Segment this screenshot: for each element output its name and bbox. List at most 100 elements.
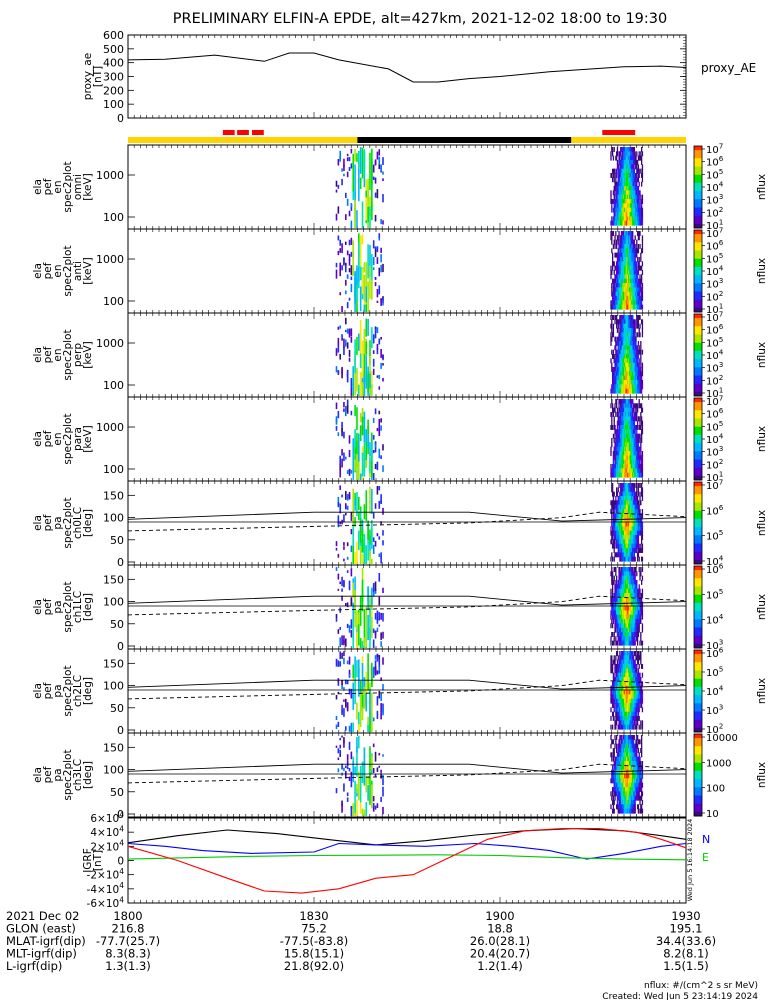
spec-pixel <box>628 433 630 439</box>
spec-pixel <box>627 181 629 187</box>
spec-pixel <box>626 513 628 519</box>
spec-pixel <box>618 203 620 209</box>
colorbar-cell <box>694 252 702 256</box>
spec-pixel <box>616 194 618 200</box>
colorbar-cell <box>694 283 702 286</box>
colorbar-cell <box>694 410 702 413</box>
spec-pixel <box>627 319 629 325</box>
spec-pixel <box>620 345 623 351</box>
spec-pixel <box>610 425 612 430</box>
spec-pixel <box>628 425 630 430</box>
spec-pixel <box>339 353 342 360</box>
spec-pixel <box>624 203 627 209</box>
spec-pixel <box>374 540 377 547</box>
spec-pixel <box>636 287 638 293</box>
spec-pixel <box>636 270 639 275</box>
spec-pixel <box>627 384 629 390</box>
spec-pixel <box>613 199 615 204</box>
spec-pixel <box>622 407 624 413</box>
spec-pixel <box>627 464 629 469</box>
spec-pixel <box>628 319 630 325</box>
spec-pixel <box>629 336 632 342</box>
spec-pixel <box>631 354 633 359</box>
spec-pixel <box>614 425 616 430</box>
colorbar-cell <box>694 404 702 407</box>
spec-pixel <box>636 375 639 381</box>
spec-pixel <box>636 186 639 191</box>
spec-pixel <box>632 323 634 329</box>
spec-pixel <box>618 252 620 258</box>
spec-pixel <box>640 375 643 381</box>
spec-pixel <box>620 464 622 469</box>
spec-pixel <box>626 504 628 510</box>
spec-pixel <box>614 407 616 413</box>
spec-pixel <box>616 212 619 217</box>
spec-pixel <box>631 526 633 532</box>
spec-pixel <box>628 388 631 394</box>
spec-pixel <box>624 375 627 381</box>
spec-pixel <box>619 412 621 417</box>
spec-pixel <box>641 283 644 288</box>
spec-pixel <box>626 552 628 558</box>
spec-pixel <box>348 253 351 261</box>
colorbar-cell <box>694 482 702 485</box>
spec-pixel <box>618 416 620 422</box>
spec-pixel <box>632 207 635 213</box>
spec-pixel <box>626 526 628 532</box>
spec-pixel <box>632 491 635 497</box>
spec-pixel <box>611 522 613 527</box>
spec-pixel <box>628 186 630 191</box>
spec-pixel <box>624 399 626 404</box>
spec-pixel <box>632 535 635 540</box>
spec-pixel <box>622 539 624 545</box>
spec-pixel <box>616 535 619 540</box>
spec-pixel <box>635 384 637 390</box>
spec-pixel <box>633 429 636 435</box>
spec-pixel <box>622 455 624 461</box>
spec-pixel <box>626 407 628 413</box>
spec-pixel <box>611 420 613 426</box>
colorbar-cell <box>694 244 702 247</box>
spec-pixel <box>618 207 620 213</box>
spec-pixel <box>633 522 636 527</box>
spec-pixel <box>638 472 640 478</box>
spec-pixel <box>632 358 635 364</box>
spec-pixel <box>615 341 617 346</box>
spec-pixel <box>624 442 627 448</box>
spec-pixel <box>632 487 634 493</box>
spec-pixel <box>628 212 631 217</box>
spec-pixel <box>611 509 613 514</box>
spec-pixel <box>620 265 623 271</box>
spec-pixel <box>616 522 619 527</box>
spec-pixel <box>634 384 636 390</box>
spec-pixel <box>632 459 635 465</box>
spec-pixel <box>374 327 377 330</box>
spec-pixel <box>630 362 632 368</box>
spec-pixel <box>616 504 618 510</box>
spec-pixel <box>630 420 632 426</box>
spec-panel-3-ylabel-line: ela <box>32 431 44 447</box>
spec-pixel <box>627 535 629 540</box>
spec-pixel <box>630 291 632 297</box>
spec-pixel <box>617 287 619 293</box>
spec-pixel <box>636 261 638 267</box>
spec-pixel <box>622 287 624 293</box>
spec-pixel <box>632 349 635 355</box>
spec-pixel <box>617 459 619 465</box>
spec-pixel <box>348 268 351 273</box>
spec-pixel <box>350 388 353 396</box>
spec-pixel <box>622 261 624 267</box>
spec-pixel <box>610 231 612 236</box>
spec-pixel <box>610 539 612 545</box>
spec-pixel <box>625 522 627 527</box>
spec-pixel <box>628 332 631 338</box>
spec-pixel <box>628 315 630 320</box>
spec-pixel <box>611 367 614 372</box>
spec-pixel <box>611 491 614 497</box>
spec-pixel <box>636 464 638 469</box>
spec-pixel <box>640 517 642 523</box>
colorbar-tick-label: 105 <box>706 528 723 543</box>
spec-pixel <box>343 349 345 356</box>
spec-pixel <box>635 304 637 310</box>
spec-pixel <box>611 416 613 422</box>
